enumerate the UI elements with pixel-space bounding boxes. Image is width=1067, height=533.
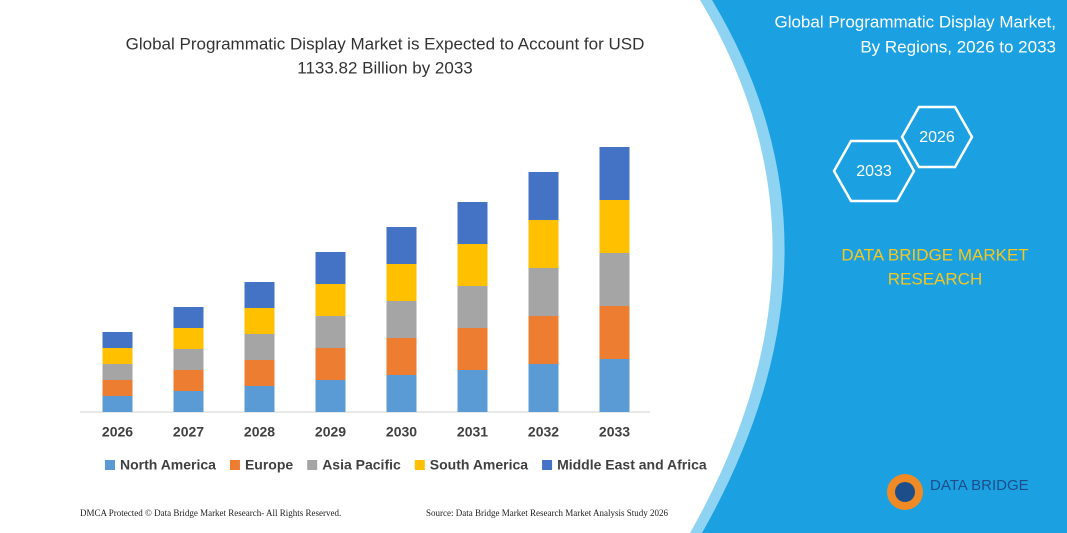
x-tick-label: 2029: [315, 424, 346, 440]
legend-swatch: [414, 460, 425, 470]
chart-title: Global Programmatic Display Market is Ex…: [126, 34, 645, 53]
bar-segment: [173, 328, 204, 349]
bar-segment: [173, 307, 204, 328]
bar-segment: [528, 364, 559, 412]
bar-segment: [244, 282, 275, 308]
bar-segment: [528, 268, 559, 316]
x-tick-label: 2030: [386, 424, 417, 440]
bar-segment: [599, 359, 630, 412]
hexagon-label: 2026: [919, 129, 955, 146]
legend-label: South America: [430, 457, 528, 473]
x-tick-label: 2028: [244, 424, 275, 440]
bar-segment: [528, 172, 559, 220]
bar-segment: [528, 316, 559, 364]
bar-segment: [386, 338, 417, 375]
x-tick-label: 2031: [457, 424, 488, 440]
hexagon-label: 2033: [856, 163, 892, 180]
legend-swatch: [542, 460, 553, 470]
bar-segment: [102, 380, 133, 396]
panel-title: By Regions, 2026 to 2033: [860, 37, 1056, 56]
legend-label: North America: [120, 457, 216, 473]
bar-segment: [244, 308, 275, 334]
brand-text: RESEARCH: [888, 269, 982, 288]
x-tick-label: 2032: [528, 424, 559, 440]
x-tick-label: 2033: [599, 424, 630, 440]
legend-label: Europe: [245, 457, 293, 473]
logo-text: DATA BRIDGE: [930, 477, 1029, 494]
bar-segment: [528, 220, 559, 268]
bar-segment: [457, 370, 488, 412]
bar-segment: [599, 200, 630, 253]
bar-segment: [315, 348, 346, 380]
bar-segment: [244, 360, 275, 386]
bar-segment: [173, 349, 204, 370]
bar-segment: [102, 364, 133, 380]
bar-segment: [457, 244, 488, 286]
bar-segment: [386, 227, 417, 264]
chart-title: 1133.82 Billion by 2033: [297, 58, 473, 77]
legend-label: Asia Pacific: [322, 457, 401, 473]
legend-swatch: [105, 460, 115, 470]
bar-segment: [244, 334, 275, 360]
footer-text: DMCA Protected © Data Bridge Market Rese…: [80, 508, 341, 518]
x-tick-label: 2027: [173, 424, 204, 440]
bar-segment: [386, 301, 417, 338]
bar-segment: [244, 386, 275, 412]
bar-segment: [599, 306, 630, 359]
bar-segment: [599, 253, 630, 306]
bar-segment: [457, 286, 488, 328]
bar-segment: [315, 252, 346, 284]
bar-segment: [315, 380, 346, 412]
bar-segment: [315, 316, 346, 348]
panel-title: Global Programmatic Display Market,: [774, 12, 1056, 31]
x-tick-label: 2026: [102, 424, 133, 440]
legend-swatch: [229, 460, 240, 470]
side-panel: [702, 0, 1067, 533]
brand-text: DATA BRIDGE MARKET: [841, 245, 1028, 264]
bar-segment: [599, 147, 630, 200]
bar-segment: [173, 370, 204, 391]
bar-segment: [386, 375, 417, 412]
bar-segment: [457, 202, 488, 244]
footer-text: Source: Data Bridge Market Research Mark…: [426, 508, 668, 518]
bar-segment: [315, 284, 346, 316]
bar-segment: [173, 391, 204, 412]
bar-segment: [102, 332, 133, 348]
bar-segment: [102, 348, 133, 364]
logo-icon: [895, 482, 915, 502]
bar-segment: [457, 328, 488, 370]
legend-label: Middle East and Africa: [557, 457, 707, 473]
bar-segment: [386, 264, 417, 301]
hexagon: [900, 105, 974, 169]
bar-segment: [102, 396, 133, 412]
hexagon: [832, 139, 916, 203]
legend-swatch: [307, 460, 318, 470]
